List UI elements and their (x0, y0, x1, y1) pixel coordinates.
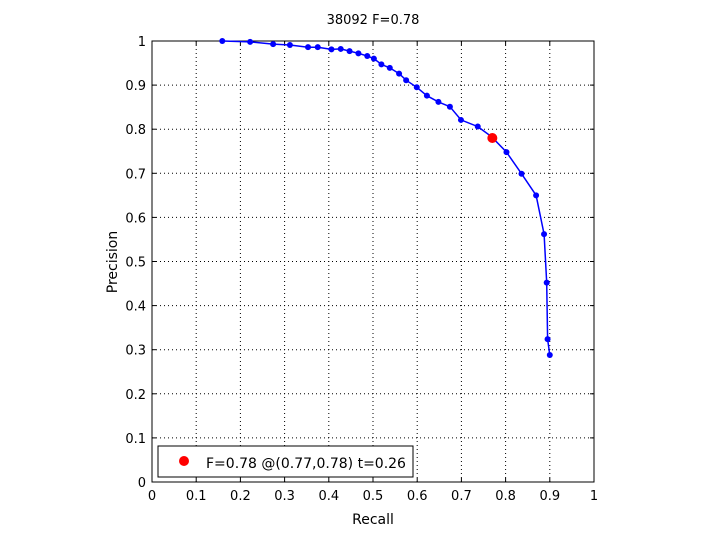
y-tick-label: 0.1 (125, 432, 146, 447)
data-point (219, 38, 226, 44)
data-point (286, 41, 293, 48)
data-point (503, 149, 510, 156)
data-point (403, 77, 410, 84)
data-point (474, 123, 481, 130)
x-tick-label: 1 (590, 489, 598, 504)
y-axis-label: Precision (105, 231, 121, 293)
data-point (423, 92, 430, 99)
chart-title: 38092 F=0.78 (327, 13, 420, 28)
data-point (541, 231, 548, 238)
y-tick-label: 0.3 (125, 344, 146, 359)
legend-label: F=0.78 @(0.77,0.78) t=0.26 (206, 456, 406, 472)
data-point (270, 41, 277, 48)
x-tick-label: 0.6 (407, 489, 428, 504)
ticks: 0 0.1 0.2 0.3 0.4 0.5 0.6 0.7 0.8 0.9 1 0 0.1 0.2 0.3 0… (125, 35, 598, 504)
series (219, 38, 553, 358)
x-tick-label: 0.9 (539, 489, 560, 504)
data-point (457, 116, 464, 123)
y-tick-label: 0.2 (125, 388, 146, 403)
y-tick-label: 1 (138, 35, 146, 50)
data-point (546, 351, 553, 358)
y-tick-label: 0.7 (125, 167, 146, 182)
x-tick-label: 0.1 (186, 489, 207, 504)
x-tick-label: 0.5 (363, 489, 384, 504)
x-tick-label: 0.7 (451, 489, 472, 504)
data-point (396, 70, 403, 77)
x-tick-label: 0.8 (495, 489, 516, 504)
data-point (386, 64, 393, 71)
data-point (518, 170, 525, 177)
data-point (413, 84, 420, 91)
data-point (435, 98, 442, 105)
data-point (364, 52, 371, 59)
best-point-layer (487, 133, 498, 144)
data-point (370, 55, 377, 62)
best-f-point (487, 133, 498, 144)
legend-marker (179, 456, 189, 466)
y-tick-label: 0 (138, 476, 146, 491)
data-point (305, 44, 312, 51)
y-tick-label: 0.4 (125, 300, 146, 315)
data-point (378, 61, 385, 68)
y-tick-label: 0.5 (125, 256, 146, 271)
legend: F=0.78 @(0.77,0.78) t=0.26 (157, 445, 414, 478)
data-point (314, 44, 321, 51)
x-tick-label: 0.3 (274, 489, 295, 504)
data-point (355, 50, 362, 57)
x-tick-label: 0 (148, 489, 156, 504)
data-point (247, 38, 254, 45)
data-point (533, 192, 540, 199)
y-tick-label: 0.9 (125, 79, 146, 94)
data-point (328, 46, 335, 53)
data-point (543, 279, 550, 286)
data-point (544, 336, 551, 343)
data-point (446, 103, 453, 110)
x-axis-label: Recall (352, 512, 394, 528)
y-tick-label: 0.6 (125, 211, 146, 226)
x-tick-label: 0.2 (230, 489, 251, 504)
data-point (346, 48, 353, 55)
legend-box (157, 445, 414, 478)
x-tick-label: 0.4 (318, 489, 339, 504)
y-tick-label: 0.8 (125, 123, 146, 138)
data-point (337, 45, 344, 52)
